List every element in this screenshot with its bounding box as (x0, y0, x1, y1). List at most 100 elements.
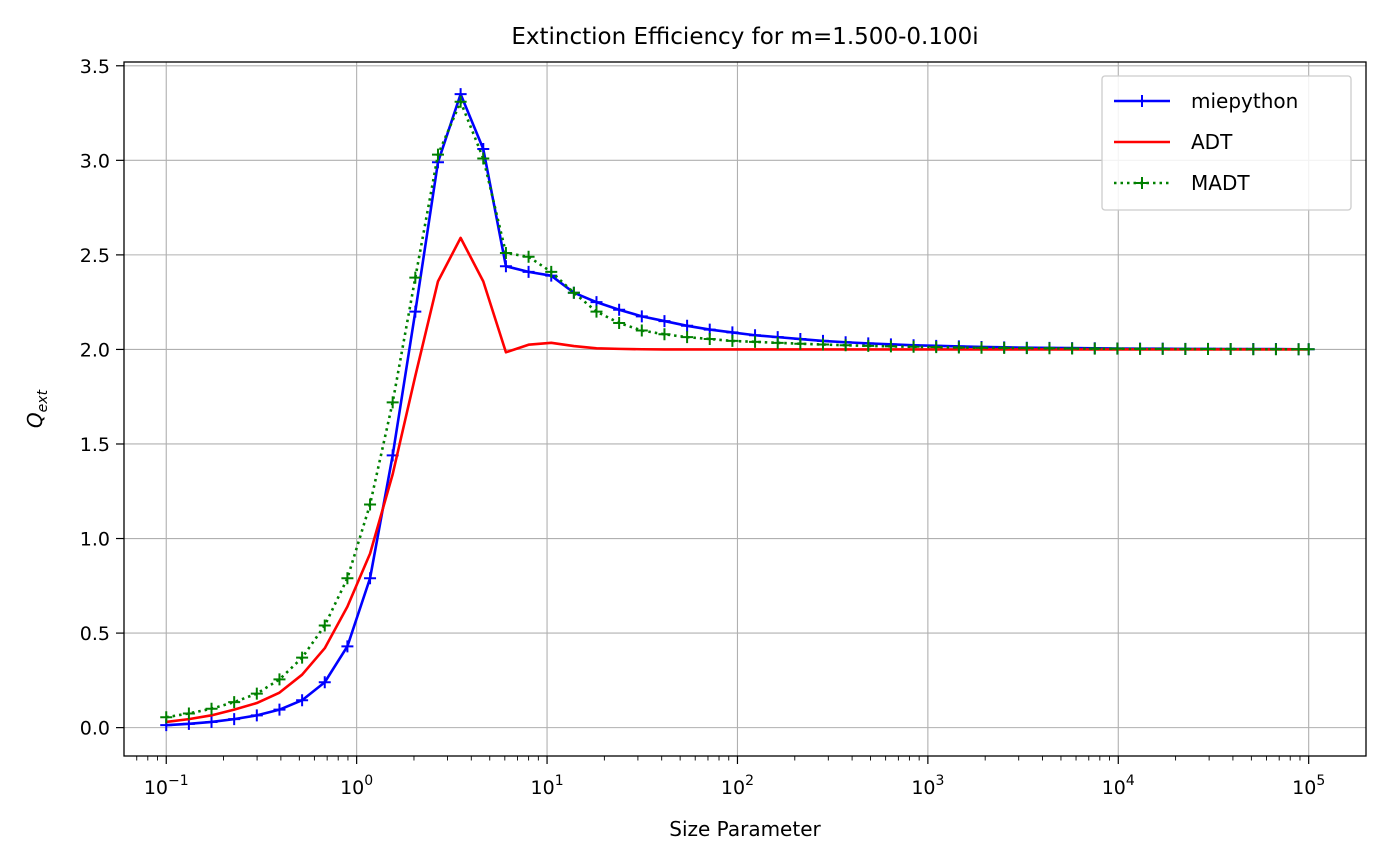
data-point-madt (431, 148, 444, 161)
y-tick-label: 3.0 (80, 150, 110, 172)
plot-frame (123, 61, 1367, 757)
data-point-miepython (499, 260, 512, 273)
y-tick-label: 0.5 (80, 623, 110, 645)
data-point-madt (1269, 343, 1282, 356)
y-tick-label: 1.5 (80, 434, 110, 456)
y-tick-label: 1.0 (80, 529, 110, 551)
data-point-miepython (228, 713, 241, 726)
data-point-madt (681, 331, 694, 344)
data-point-miepython (205, 715, 218, 728)
legend-label-madt: MADT (1191, 171, 1250, 195)
legend-box (1101, 75, 1352, 211)
data-point-miepython (296, 694, 309, 707)
data-point-madt (1111, 342, 1124, 355)
data-point-madt (205, 702, 218, 715)
data-point-madt (613, 316, 626, 329)
data-point-madt (567, 286, 580, 299)
data-point-madt (522, 250, 535, 263)
data-point-madt (341, 572, 354, 585)
data-point-madt (228, 696, 241, 709)
data-point-madt (884, 340, 897, 353)
grid (124, 62, 1366, 756)
data-point-miepython (341, 640, 354, 653)
chart-title: Extinction Efficiency for m=1.500-0.100i (511, 24, 978, 50)
axis-ticks: 10−1 100 101 102 103 104 105 0.0 0.5 1.0 1.5 2.0 2.5… (80, 56, 1325, 799)
x-tick-label: 104 (1102, 773, 1135, 799)
data-point-madt (545, 265, 558, 278)
data-point-madt (364, 498, 377, 511)
series-line-adt (166, 236, 1309, 724)
x-tick-label: 100 (340, 773, 373, 799)
x-tick-label: 102 (721, 773, 754, 799)
data-point-madt (1224, 343, 1237, 356)
data-point-miepython (681, 319, 694, 332)
series-adt (166, 236, 1309, 724)
y-axis-title-base: Q (23, 412, 47, 428)
data-point-madt (930, 341, 943, 354)
data-point-madt (726, 334, 739, 347)
y-tick-label: 2.5 (80, 245, 110, 267)
data-point-madt (590, 305, 603, 318)
data-point-madt (816, 338, 829, 351)
y-axis-title-subscript: ext (35, 389, 51, 412)
data-point-madt (160, 711, 173, 724)
data-point-madt (975, 341, 988, 354)
legend-label-miepython: miepython (1191, 89, 1298, 113)
data-point-miepython (613, 303, 626, 316)
data-point-madt (1292, 343, 1305, 356)
data-point-madt (386, 396, 399, 409)
data-point-madt (703, 333, 716, 346)
y-axis-title: Qext (23, 389, 51, 428)
data-point-madt (273, 673, 286, 686)
series-line-madt (166, 100, 1309, 719)
data-point-madt (409, 271, 422, 284)
data-point-madt (794, 337, 807, 350)
data-point-madt (839, 339, 852, 352)
data-point-miepython (635, 310, 648, 323)
legend-label-adt: ADT (1191, 130, 1233, 154)
data-point-madt (1302, 343, 1315, 356)
data-point-madt (454, 95, 467, 108)
data-point-miepython (273, 703, 286, 716)
legend: miepython ADT MADT (1101, 75, 1352, 211)
data-point-madt (1179, 343, 1192, 356)
data-point-madt (952, 341, 965, 354)
legend-marker-madt (1136, 177, 1148, 189)
data-point-madt (182, 707, 195, 720)
data-point-madt (1066, 342, 1079, 355)
data-point-miepython (318, 676, 331, 689)
legend-item-miepython: miepython (1114, 89, 1298, 113)
data-point-madt (658, 328, 671, 341)
data-point-madt (477, 152, 490, 165)
legend-item-adt: ADT (1114, 130, 1233, 154)
data-point-madt (1247, 343, 1260, 356)
data-point-madt (499, 246, 512, 259)
data-point-madt (998, 341, 1011, 354)
data-point-madt (318, 619, 331, 632)
data-point-madt (296, 651, 309, 664)
plot-series (160, 88, 1315, 732)
data-point-madt (1020, 342, 1033, 355)
data-point-miepython (658, 315, 671, 328)
y-tick-label: 2.0 (80, 339, 110, 361)
x-tick-label: 105 (1292, 773, 1325, 799)
series-madt (160, 95, 1315, 724)
data-point-madt (635, 324, 648, 337)
data-point-miepython (522, 265, 535, 278)
data-point-madt (1134, 342, 1147, 355)
x-tick-label: 103 (911, 773, 944, 799)
data-point-madt (1088, 342, 1101, 355)
data-point-miepython (364, 572, 377, 585)
y-tick-label: 0.0 (80, 718, 110, 740)
data-point-madt (250, 687, 263, 700)
data-point-madt (1043, 342, 1056, 355)
x-tick-label: 10−1 (144, 773, 189, 799)
data-point-miepython (250, 709, 263, 722)
x-axis-title: Size Parameter (669, 817, 821, 841)
data-point-miepython (409, 305, 422, 318)
y-tick-label: 3.5 (80, 56, 110, 78)
data-point-madt (771, 336, 784, 349)
legend-marker-miepython (1136, 95, 1148, 107)
data-point-madt (862, 339, 875, 352)
